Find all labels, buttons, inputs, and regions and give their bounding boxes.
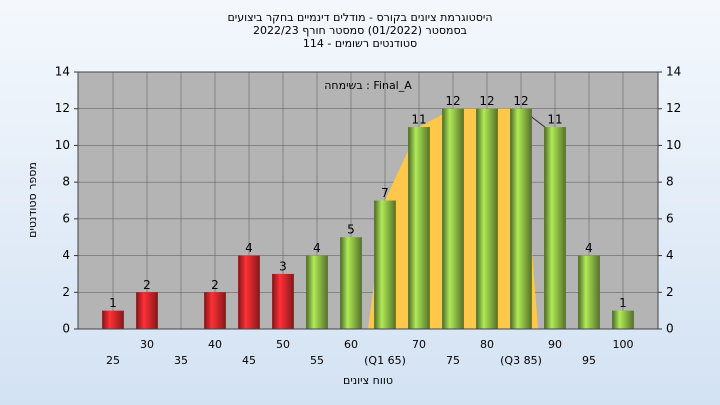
y-tick-label: 2	[62, 285, 70, 299]
x-tick-label: 30	[140, 338, 154, 351]
x-tick-label: 90	[548, 338, 562, 351]
x-tick-label: (Q3 85)	[500, 354, 542, 367]
value-label: 2	[143, 278, 151, 292]
y-tick-label: 14	[55, 65, 70, 79]
title-line: סטודנטים רשומים - 114	[303, 37, 417, 50]
x-tick-label: 95	[582, 354, 596, 367]
x-tick-label: 45	[242, 354, 256, 367]
bar	[340, 237, 362, 329]
x-tick-label: 75	[446, 354, 460, 367]
x-axis-label: טווח ציונים	[343, 374, 393, 387]
y2-tick-label: 6	[666, 211, 674, 225]
value-label: 4	[585, 241, 593, 255]
bar	[612, 310, 634, 329]
x-tick-label: 70	[412, 338, 426, 351]
bar	[510, 108, 532, 329]
x-tick-label: 35	[174, 354, 188, 367]
bar	[578, 255, 600, 329]
bar	[102, 310, 124, 329]
y-axis-label: מספר סטודנטים	[26, 162, 39, 238]
value-label: 12	[479, 94, 494, 108]
x-tick-label: 60	[344, 338, 358, 351]
x-tick-label: 40	[208, 338, 222, 351]
value-label: 1	[109, 296, 117, 310]
value-label: 11	[547, 113, 562, 127]
bar	[136, 292, 158, 329]
y2-tick-label: 10	[666, 138, 681, 152]
bar	[374, 200, 396, 329]
value-label: 4	[245, 241, 253, 255]
x-tick-label: 55	[310, 354, 324, 367]
y-tick-label: 6	[62, 211, 70, 225]
bar	[272, 273, 294, 329]
x-tick-label: 100	[613, 338, 634, 351]
plot-frame	[77, 71, 659, 330]
title-line: בסמסטר (01/2022) סמסטר חורף 2022/23	[253, 24, 467, 37]
plot-area	[77, 71, 659, 330]
y2-tick-label: 2	[666, 285, 674, 299]
y-tick-label: 8	[62, 175, 70, 189]
x-tick-label: 50	[276, 338, 290, 351]
value-label: 1	[619, 296, 627, 310]
y2-tick-label: 8	[666, 175, 674, 189]
bar	[476, 108, 498, 329]
x-tick-label: 25	[106, 354, 120, 367]
bar	[442, 108, 464, 329]
y-tick-label: 10	[55, 138, 70, 152]
bar	[204, 292, 226, 329]
y2-tick-label: 4	[666, 248, 674, 262]
value-label: 4	[313, 241, 321, 255]
y2-tick-label: 12	[666, 101, 681, 115]
value-label: 5	[347, 223, 355, 237]
value-label: 11	[411, 113, 426, 127]
y-tick-label: 0	[62, 322, 70, 336]
value-label: 2	[211, 278, 219, 292]
title-line: היסטוגרמת ציונים בקורס - מודלים דינמיים …	[227, 11, 492, 24]
bar	[306, 255, 328, 329]
x-tick-label: 80	[480, 338, 494, 351]
value-label: 12	[445, 94, 460, 108]
bar	[544, 127, 566, 329]
x-tick-label: (Q1 65)	[364, 354, 406, 367]
y2-tick-label: 14	[666, 65, 681, 79]
value-label: 12	[513, 94, 528, 108]
y-tick-label: 4	[62, 248, 70, 262]
annotation: בשימחה : Final_A	[324, 79, 412, 92]
y-tick-label: 12	[55, 101, 70, 115]
y2-tick-label: 0	[666, 322, 674, 336]
bar	[408, 127, 430, 329]
value-label: 7	[381, 186, 389, 200]
value-label: 3	[279, 259, 287, 273]
bar	[238, 255, 260, 329]
